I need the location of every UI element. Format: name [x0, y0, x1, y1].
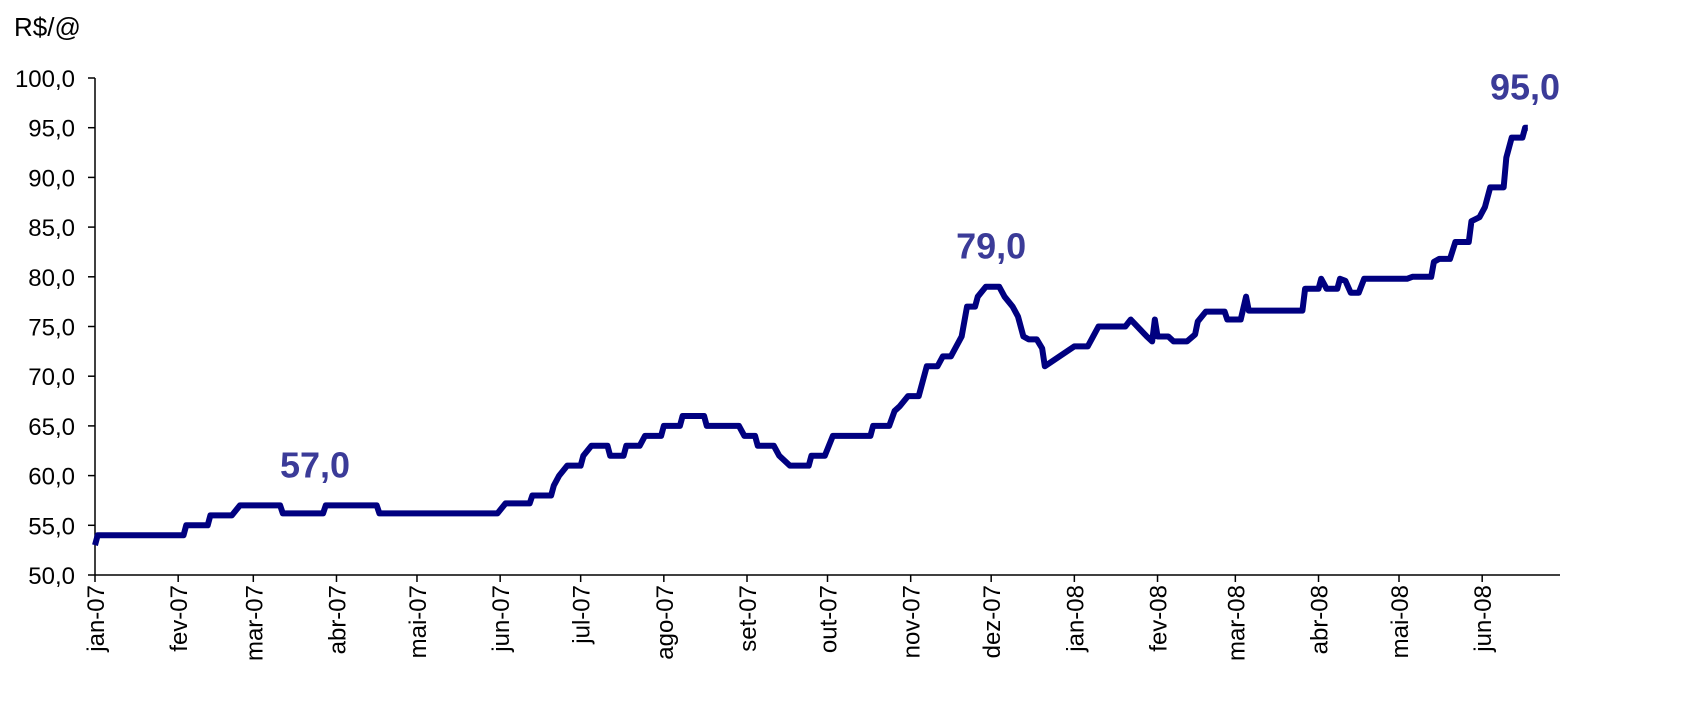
annotation: 57,0	[280, 444, 350, 485]
y-tick-label: 65,0	[28, 414, 75, 441]
x-tick-label: fev-08	[1146, 585, 1173, 652]
x-tick-label: dez-07	[979, 585, 1006, 658]
x-tick-label: mai-07	[405, 585, 432, 658]
y-tick-label: 95,0	[28, 116, 75, 143]
y-tick-label: 80,0	[28, 265, 75, 292]
x-tick-label: nov-07	[899, 585, 926, 658]
y-tick-label: 50,0	[28, 563, 75, 590]
x-tick-label: ago-07	[652, 585, 679, 660]
x-tick-label: jun-08	[1470, 585, 1497, 653]
x-tick-label: jan-07	[83, 585, 110, 653]
x-tick-label: set-07	[735, 585, 762, 652]
x-tick-label: mar-07	[241, 585, 268, 661]
y-tick-label: 70,0	[28, 364, 75, 391]
annotation: 95,0	[1490, 67, 1560, 108]
x-tick-label: abr-07	[324, 585, 351, 654]
line	[92, 124, 1529, 546]
y-tick-label: 100,0	[15, 66, 75, 93]
y-tick-label: 85,0	[28, 215, 75, 242]
y-tick-label: 55,0	[28, 513, 75, 540]
x-tick-label: jul-07	[569, 585, 596, 645]
annotation: 79,0	[956, 226, 1026, 267]
x-tick-label: mar-08	[1223, 585, 1250, 661]
x-tick-label: jun-07	[488, 585, 515, 653]
y-tick-label: 75,0	[28, 315, 75, 342]
x-tick-label: out-07	[816, 585, 843, 653]
x-tick-label: mai-08	[1387, 585, 1414, 658]
y-tick-label: 60,0	[28, 464, 75, 491]
y-axis-label: R$/@	[14, 12, 81, 42]
x-tick-label: fev-07	[166, 585, 193, 652]
x-tick-label: abr-08	[1307, 585, 1334, 654]
y-tick-label: 90,0	[28, 165, 75, 192]
x-tick-label: jan-08	[1062, 585, 1089, 653]
